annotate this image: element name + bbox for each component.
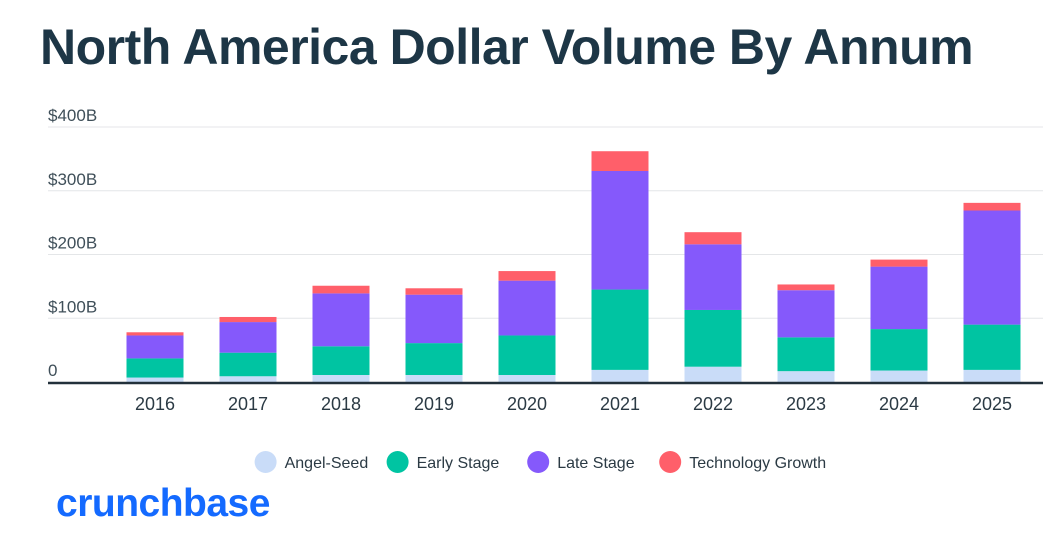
crunchbase-logo: crunchbase	[56, 482, 270, 525]
bar-segment-technology-growth	[963, 202, 1021, 211]
x-tick-label: 2022	[693, 394, 733, 414]
x-tick-label: 2017	[228, 394, 268, 414]
x-tick-label: 2018	[321, 394, 361, 414]
legend-label-angel-seed: Angel-Seed	[285, 455, 369, 472]
bar-segment-late-stage	[777, 290, 835, 338]
bar-segment-late-stage	[591, 170, 649, 290]
bar-segment-late-stage	[963, 210, 1021, 325]
legend-swatch-technology-growth	[659, 451, 682, 473]
legend-swatch-angel-seed	[254, 451, 277, 473]
bars	[126, 151, 1021, 382]
bar-segment-early-stage	[219, 352, 277, 377]
bar-segment-angel-seed	[591, 369, 649, 382]
bar-segment-angel-seed	[405, 374, 463, 382]
bar-segment-technology-growth	[405, 288, 463, 295]
y-tick-label: $100B	[48, 297, 97, 316]
x-tick-label: 2020	[507, 394, 547, 414]
bar-segment-early-stage	[684, 309, 742, 367]
y-tick-label: $400B	[48, 106, 97, 125]
bar-segment-early-stage	[777, 337, 835, 372]
bar-segment-angel-seed	[684, 366, 742, 382]
bar-segment-angel-seed	[777, 371, 835, 382]
chart-title: North America Dollar Volume By Annum	[40, 19, 974, 75]
legend-label-early-stage: Early Stage	[417, 455, 500, 472]
bar-segment-angel-seed	[126, 377, 184, 382]
bar-segment-late-stage	[498, 280, 556, 336]
legend: Angel-Seed Early Stage Late Stage Technolog…	[254, 451, 826, 473]
legend-label-technology-growth: Technology Growth	[689, 455, 826, 472]
bar-segment-angel-seed	[312, 374, 370, 382]
bar-segment-technology-growth	[591, 151, 649, 171]
bar-segment-late-stage	[219, 322, 277, 353]
x-tick-label: 2024	[879, 394, 919, 414]
x-tick-label: 2016	[135, 394, 175, 414]
bar-segment-late-stage	[312, 293, 370, 347]
bar-segment-late-stage	[870, 266, 928, 330]
x-tick-label: 2019	[414, 394, 454, 414]
bar-segment-technology-growth	[498, 271, 556, 281]
bar-segment-angel-seed	[963, 369, 1021, 382]
bar-segment-technology-growth	[684, 232, 742, 245]
bar-segment-early-stage	[126, 358, 184, 378]
bar-segment-technology-growth	[777, 284, 835, 291]
bar-segment-early-stage	[405, 343, 463, 375]
bar-segment-angel-seed	[870, 370, 928, 382]
bar-segment-late-stage	[684, 244, 742, 310]
bar-segment-technology-growth	[312, 285, 370, 294]
y-tick-label: $300B	[48, 170, 97, 189]
bar-segment-early-stage	[498, 335, 556, 375]
x-tick-label: 2021	[600, 394, 640, 414]
bar-segment-technology-growth	[126, 332, 184, 336]
legend-label-late-stage: Late Stage	[557, 455, 635, 472]
bar-segment-late-stage	[405, 294, 463, 344]
legend-swatch-early-stage	[386, 451, 409, 473]
bar-segment-late-stage	[126, 335, 184, 359]
bar-segment-early-stage	[870, 329, 928, 371]
bar-segment-early-stage	[591, 289, 649, 370]
y-tick-label: $200B	[48, 234, 97, 253]
bar-segment-early-stage	[963, 324, 1021, 370]
y-tick-label: 0	[48, 361, 57, 380]
axes: 0 $100B $200B $300B $400B 2016 2017 2018 2019 202…	[48, 106, 1043, 414]
bar-segment-early-stage	[312, 346, 370, 375]
bar-segment-angel-seed	[219, 376, 277, 382]
x-tick-label: 2025	[972, 394, 1012, 414]
x-tick-label: 2023	[786, 394, 826, 414]
bar-segment-technology-growth	[870, 259, 928, 267]
bar-segment-angel-seed	[498, 374, 556, 382]
legend-swatch-late-stage	[527, 451, 550, 473]
bar-segment-technology-growth	[219, 316, 277, 323]
